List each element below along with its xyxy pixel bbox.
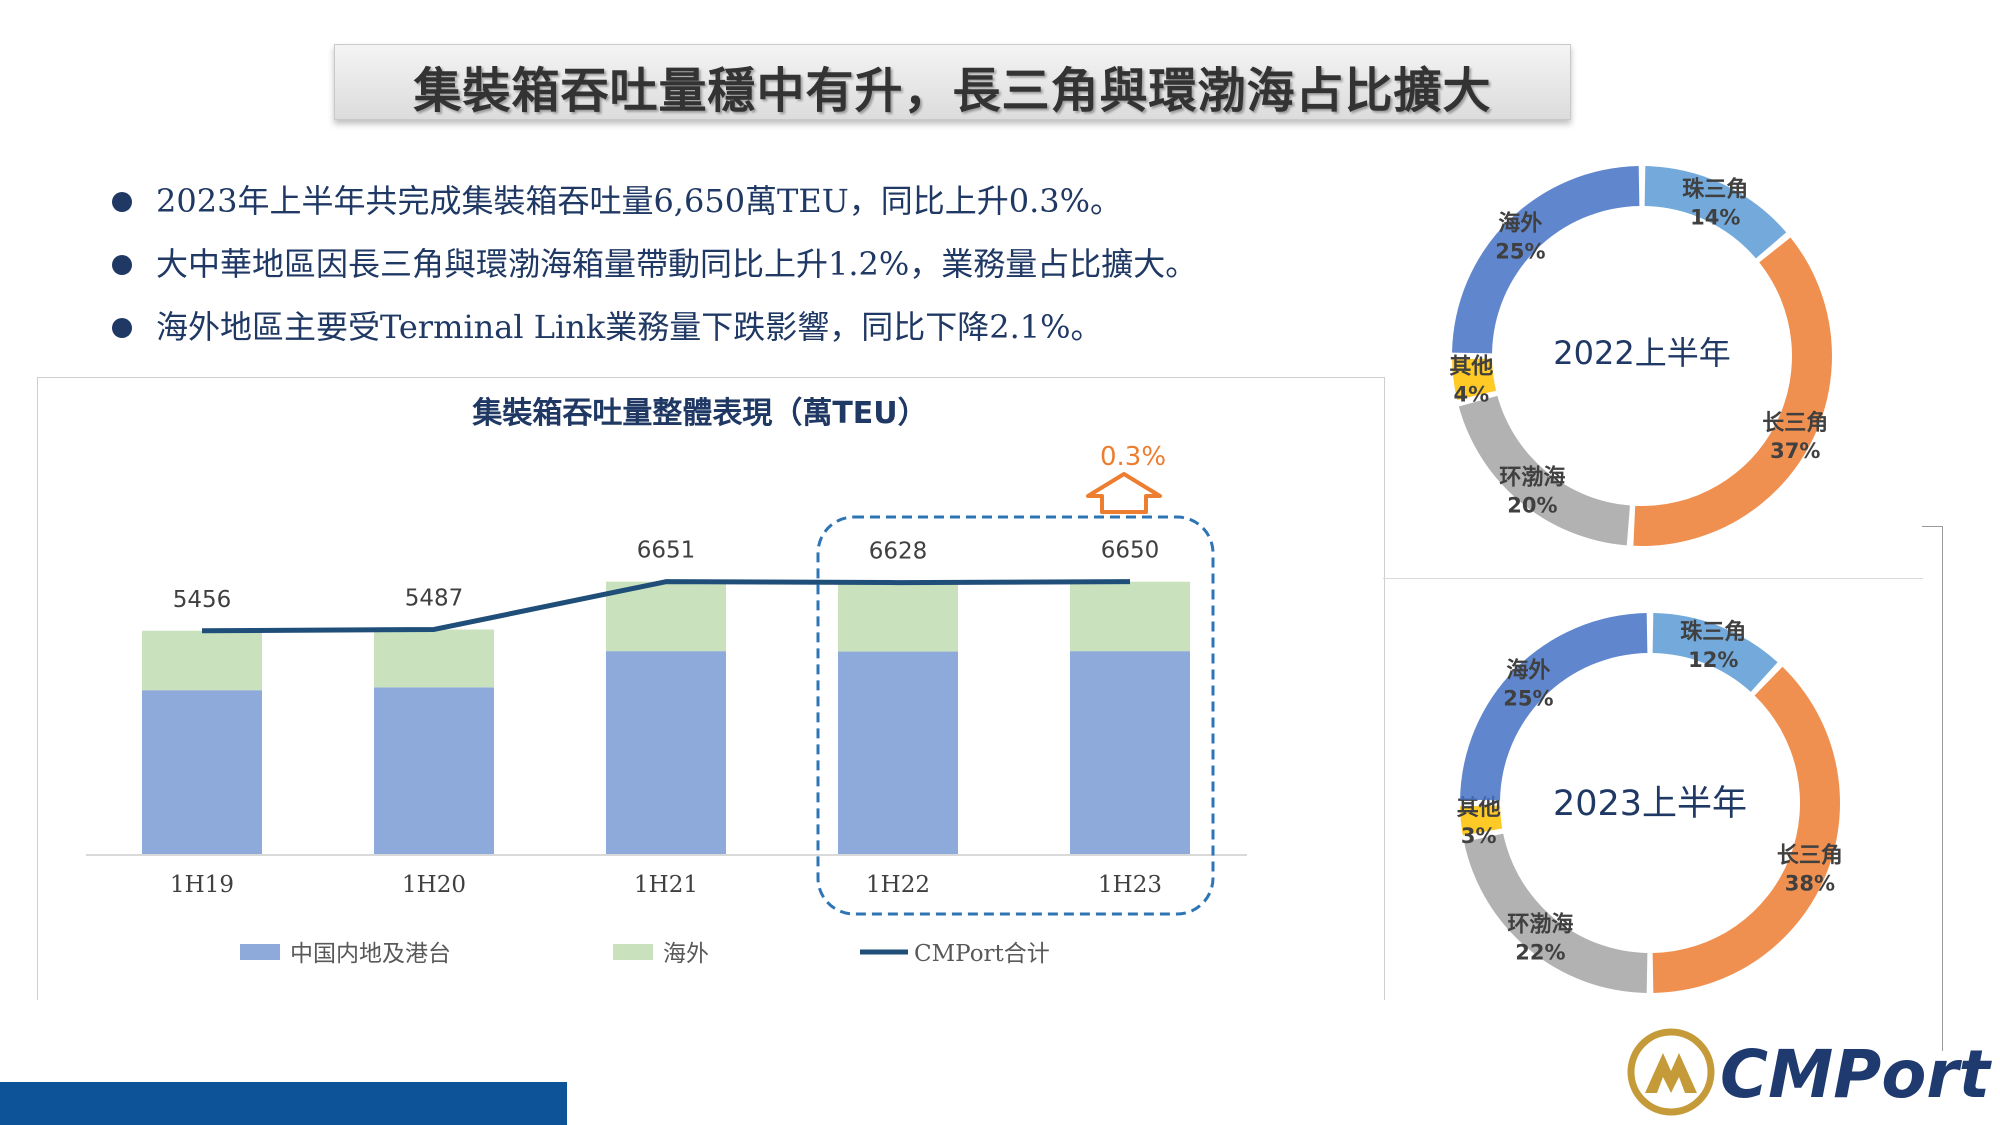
donut-slice bbox=[1652, 666, 1841, 993]
donut-category-label: 海外 bbox=[1498, 210, 1542, 236]
donut-slice bbox=[1452, 166, 1640, 354]
donut-category-label: 其他 bbox=[1449, 354, 1493, 380]
bullet-item: 大中華地區因長三角與環渤海箱量帶動同比上升1.2%，業務量占比擴大。 bbox=[110, 233, 1197, 296]
divider bbox=[1942, 526, 1943, 1051]
divider bbox=[1383, 578, 1923, 579]
donut-category-label: 珠三角 bbox=[1680, 619, 1746, 645]
donut-slice bbox=[1460, 613, 1648, 801]
donut-category-label: 长三角 bbox=[1777, 842, 1843, 868]
bullet-dot-icon bbox=[112, 192, 132, 212]
donut-value-label: 20% bbox=[1507, 494, 1557, 518]
bullet-dot-icon bbox=[112, 255, 132, 275]
donut-category-label: 海外 bbox=[1506, 657, 1550, 683]
slide-title-box: 集裝箱吞吐量穩中有升，長三角與環渤海占比擴大 bbox=[334, 44, 1571, 120]
logo-text: CMPort bbox=[1720, 1036, 1992, 1113]
donut-value-label: 38% bbox=[1785, 871, 1835, 895]
donut-category-label: 环渤海 bbox=[1507, 912, 1573, 938]
donut-value-label: 25% bbox=[1495, 239, 1545, 263]
footer-bar bbox=[0, 1082, 567, 1125]
logo-mountain-icon bbox=[1645, 1053, 1697, 1093]
bullet-text: 大中華地區因長三角與環渤海箱量帶動同比上升1.2%，業務量占比擴大。 bbox=[156, 245, 1198, 283]
bullet-list: 2023年上半年共完成集裝箱吞吐量6,650萬TEU，同比上升0.3%。 大中華… bbox=[110, 170, 1197, 359]
donut-slice bbox=[1633, 237, 1832, 546]
donut-value-label: 37% bbox=[1770, 439, 1820, 463]
cmport-logo: CMPort bbox=[1627, 1028, 1992, 1116]
donut-value-label: 22% bbox=[1515, 941, 1565, 965]
donut-slice bbox=[1458, 395, 1630, 546]
chart-panel bbox=[37, 377, 1385, 1000]
donut-center-title: 2022上半年 bbox=[1553, 334, 1730, 372]
donut-slice bbox=[1452, 358, 1497, 401]
donut-chart-2022: 珠三角 14% 长三角 37% 环渤海 20% 其他 4% 海外 25% 2022上半年 bbox=[1449, 166, 1832, 546]
donut-category-label: 珠三角 bbox=[1682, 176, 1748, 202]
donut-value-label: 12% bbox=[1688, 648, 1738, 672]
bullet-item: 海外地區主要受Terminal Link業務量下跌影響，同比下降2.1%。 bbox=[110, 296, 1197, 359]
bullet-dot-icon bbox=[112, 318, 132, 338]
donut-category-label: 环渤海 bbox=[1499, 465, 1565, 491]
slide-title: 集裝箱吞吐量穩中有升，長三角與環渤海占比擴大 bbox=[413, 63, 1492, 119]
donut-center-title: 2023上半年 bbox=[1553, 784, 1747, 824]
donut-slice bbox=[1652, 613, 1778, 692]
donut-value-label: 14% bbox=[1690, 205, 1740, 229]
donut-slice bbox=[1464, 833, 1648, 993]
donut-category-label: 长三角 bbox=[1762, 410, 1828, 436]
bullet-text: 海外地區主要受Terminal Link業務量下跌影響，同比下降2.1%。 bbox=[156, 308, 1103, 346]
bullet-text: 2023年上半年共完成集裝箱吞吐量6,650萬TEU，同比上升0.3%。 bbox=[156, 182, 1123, 220]
bullet-item: 2023年上半年共完成集裝箱吞吐量6,650萬TEU，同比上升0.3%。 bbox=[110, 170, 1197, 233]
donut-slice bbox=[1644, 166, 1787, 259]
divider bbox=[1922, 526, 1943, 527]
donut-slice bbox=[1460, 805, 1503, 836]
donut-value-label: 3% bbox=[1461, 824, 1497, 848]
donut-value-label: 4% bbox=[1454, 383, 1490, 407]
donut-value-label: 25% bbox=[1503, 686, 1553, 710]
